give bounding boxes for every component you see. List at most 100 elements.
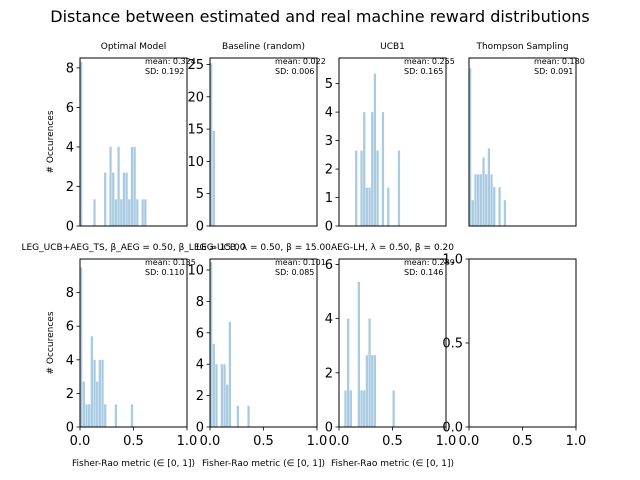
histogram-bar [114,199,118,226]
y-tick-label: 3 [325,134,333,149]
axes-frame [468,57,577,227]
x-tick-label: 0.0 [200,434,221,449]
histogram-bar [98,359,101,427]
x-tick-label: 0.5 [382,434,403,449]
y-tick-label: 6 [66,101,74,116]
y-tick-label: 4 [66,140,74,155]
histogram-bar [360,150,363,226]
subplot-title: Thompson Sampling [475,42,568,52]
histogram-bar [88,404,91,427]
mean-annotation: mean: 0.022 [275,57,326,66]
subplot-row2-col3: 0 2 4 6 0.0 0.5 1.0 AEG-LH, λ = 0.50, β = 0.20 m… [325,243,457,469]
y-axis-label: # Occurences [46,110,56,173]
histogram-bar [120,199,123,226]
histogram-bar [226,384,229,427]
histogram-bar [109,146,112,226]
subplot-row2-col4: 0.0 0.5 1.0 0.0 0.5 1.0 [442,253,586,450]
y-tick-label: 6 [66,320,74,335]
histogram-bar [112,172,115,226]
y-tick-label: 0 [66,421,74,436]
y-tick-label: 10 [187,263,204,278]
x-tick-label: 0.5 [253,434,274,449]
histogram-bar [498,187,501,226]
histogram-bar [215,364,218,427]
y-tick-label: 0 [66,220,74,235]
histogram-bar [101,359,104,427]
histogram-bar [355,150,358,226]
histogram-bar [397,150,401,226]
histogram-bar [80,61,83,227]
y-tick-label: 2 [325,366,333,381]
subplot-title: Baseline (random) [222,42,305,52]
y-tick-label: 25 [187,58,204,73]
histogram-bar [104,172,107,226]
x-tick-label: 0.0 [459,434,480,449]
y-tick-label: 8 [66,286,74,301]
histogram-bar [104,404,107,427]
histogram-bar [485,174,488,226]
x-tick-label: 1.0 [566,434,587,449]
y-tick-label: 4 [196,358,204,373]
histogram-bar [212,131,215,226]
histogram-bar [392,390,395,427]
y-tick-label: 0 [196,421,204,436]
figure-title: Distance between estimated and real mach… [50,7,590,26]
histogram-bar [122,172,126,226]
x-tick-label: 0.5 [512,434,533,449]
y-tick-label: 2 [66,387,74,402]
axes-frame [338,57,447,227]
histogram-bar [381,112,385,226]
histogram-bar [363,112,366,226]
histogram-bar [371,355,374,427]
histogram-bar [96,381,99,427]
y-tick-label: 6 [325,258,333,273]
y-tick-label: 15 [187,123,204,138]
histogram-bar [469,68,472,226]
sd-annotation: SD: 0.146 [404,268,443,277]
x-axis-label: Fisher-Rao metric (∈ [0, 1]) [72,459,195,469]
y-tick-label: 2 [196,389,204,404]
mean-annotation: mean: 0.324 [145,57,196,66]
mean-annotation: mean: 0.180 [534,57,585,66]
axes-frame [468,258,577,428]
histogram-bar [503,200,507,226]
y-tick-label: 5 [325,77,333,92]
y-tick-label: 2 [66,180,74,195]
subplot-title: LEG_UCB+AEG_TS, β_AEG = 0.50, β_LEG = 15… [21,243,245,253]
y-tick-label: 8 [66,61,74,76]
histogram-bar [247,405,250,427]
histogram-bar [471,200,474,226]
x-tick-label: 1.0 [177,434,198,449]
histogram-bar [387,187,390,226]
y-tick-label: 0.0 [442,421,463,436]
subplot-title: UCB1 [380,42,405,52]
mean-annotation: mean: 0.135 [145,258,196,267]
histogram-bar [487,148,490,226]
subplot-row1-col2: 0 5 10 15 20 25 Baseline (random) mean: 0.022SD… [187,42,325,235]
y-tick-label: 4 [325,312,333,327]
y-tick-label: 4 [325,106,333,121]
histogram-bar [117,146,120,226]
y-tick-label: 1 [325,191,333,206]
histogram-bar [210,262,213,427]
histogram-bar [223,364,226,427]
subplot-row2-col1: 0 2 4 6 8 0.0 0.5 1.0 LEG_UCB+AEG_TS, β_AEG = 0.… [21,243,245,469]
histogram-bar [128,199,131,226]
histogram-bar [93,359,96,427]
histogram-bar [133,146,136,226]
sd-annotation: SD: 0.085 [275,268,314,277]
histogram-bar [85,404,88,427]
histogram-bar [490,174,493,226]
histogram-bar [360,390,363,427]
histogram-bar [474,174,477,226]
y-tick-label: 5 [196,187,204,202]
subplot-title: LEG-UCB, λ = 0.50, β = 15.00 [196,243,331,253]
histogram-bar [212,343,215,427]
histogram-bar [371,112,374,226]
x-tick-label: 1.0 [307,434,328,449]
x-tick-label: 0.0 [70,434,91,449]
histogram-bar [136,199,139,226]
